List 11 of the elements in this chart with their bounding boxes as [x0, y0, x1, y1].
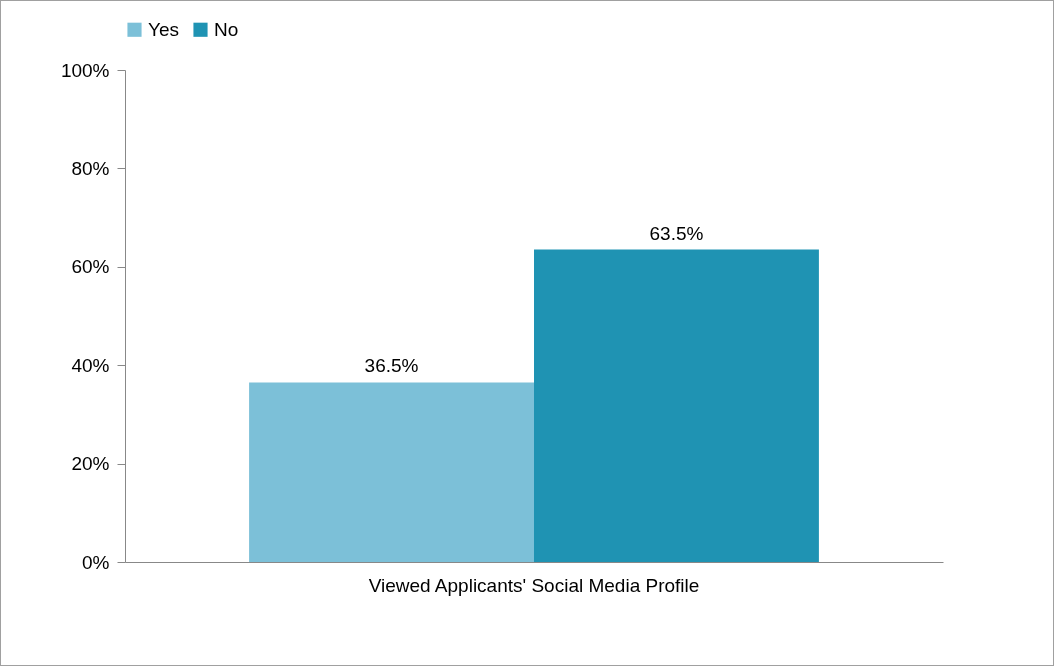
- data-label: 36.5%: [364, 355, 419, 377]
- legend-label: No: [214, 18, 239, 40]
- legend-label: Yes: [148, 18, 179, 40]
- y-tick-label: 60%: [71, 256, 110, 278]
- y-tick-label: 80%: [71, 157, 110, 179]
- y-tick-label: 100%: [60, 59, 110, 81]
- x-tick-label: Viewed Applicants' Social Media Profile: [368, 574, 700, 596]
- y-tick-label: 0%: [82, 551, 110, 573]
- data-label: 63.5%: [649, 222, 704, 244]
- y-tick-label: 20%: [71, 453, 110, 475]
- y-tick-label: 40%: [71, 354, 110, 376]
